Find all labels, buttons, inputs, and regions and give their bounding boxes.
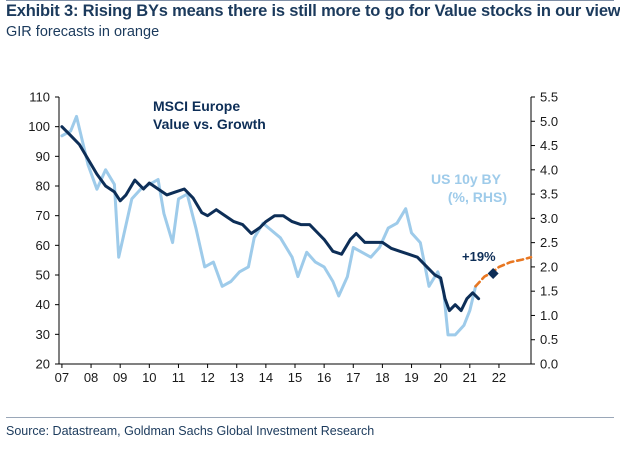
x-tick-label: 08	[84, 370, 98, 385]
y-right-tick-label: 3.0	[540, 211, 558, 226]
x-tick-label: 15	[288, 370, 302, 385]
y-right-tick-label: 5.0	[540, 114, 558, 129]
y-left-tick-label: 80	[36, 179, 50, 194]
top-rule	[6, 0, 614, 1]
y-left-tick-label: 50	[36, 268, 50, 283]
exhibit-subtitle: GIR forecasts in orange	[6, 24, 160, 40]
y-left-tick-label: 40	[36, 297, 50, 312]
x-tick-label: 12	[200, 370, 214, 385]
x-tick-label: 18	[375, 370, 389, 385]
x-tick-label: 21	[463, 370, 477, 385]
y-right-tick-label: 4.0	[540, 162, 558, 177]
y-left-tick-label: 90	[36, 149, 50, 164]
y-right-tick-label: 2.0	[540, 259, 558, 274]
source-note: Source: Datastream, Goldman Sachs Global…	[6, 424, 375, 438]
x-tick-label: 22	[492, 370, 506, 385]
y-right-tick-label: 3.5	[540, 187, 558, 202]
y-right-tick-label: 1.0	[540, 308, 558, 323]
x-tick-label: 09	[113, 370, 127, 385]
source-rule	[6, 417, 614, 418]
series-value-vs-growth-line	[60, 125, 481, 313]
x-tick-label: 14	[259, 370, 273, 385]
legend-us10y-line1: US 10y BY	[431, 171, 502, 187]
x-tick-label: 11	[172, 370, 186, 385]
y-right-tick-label: 4.5	[540, 138, 558, 153]
x-tick-label: 16	[317, 370, 331, 385]
chart-series	[60, 114, 533, 337]
legend-us10y-line2: (%, RHS)	[448, 189, 507, 205]
series-forecast-line	[474, 255, 533, 288]
y-right-tick-label: 0.0	[540, 357, 558, 372]
x-tick-label: 07	[55, 370, 69, 385]
legend-value-vs-growth-line2: Value vs. Growth	[153, 116, 266, 132]
y-left-tick-label: 100	[28, 119, 50, 134]
y-left-tick-label: 110	[29, 90, 50, 105]
y-left-tick-label: 70	[36, 208, 50, 223]
y-right-tick-label: 1.5	[540, 284, 558, 299]
forecast-diamond-marker	[487, 268, 499, 280]
x-tick-label: 17	[346, 370, 360, 385]
y-right-tick-label: 2.5	[540, 235, 558, 250]
exhibit-title: Exhibit 3: Rising BYs means there is sti…	[6, 2, 620, 20]
y-right-tick-label: 5.5	[540, 90, 558, 105]
y-right-tick-label: 0.5	[540, 332, 558, 347]
annotation-plus19: +19%	[462, 249, 496, 264]
y-left-tick-label: 60	[36, 238, 50, 253]
chart-axes: 20 30 40 50 60 70 80 90 100 110 0.0 0.5 1.0 1.5 2.0 2.5…	[28, 90, 558, 386]
x-tick-label: 13	[229, 370, 243, 385]
series-us10y-line	[60, 114, 478, 337]
x-tick-label: 20	[433, 370, 447, 385]
y-left-tick-label: 20	[36, 357, 50, 372]
x-tick-label: 19	[404, 370, 418, 385]
legend-value-vs-growth-line1: MSCI Europe	[153, 98, 240, 114]
y-left-tick-label: 30	[36, 327, 50, 342]
chart-labels: MSCI Europe Value vs. Growth US 10y BY (…	[153, 98, 507, 264]
x-tick-label: 10	[142, 370, 156, 385]
